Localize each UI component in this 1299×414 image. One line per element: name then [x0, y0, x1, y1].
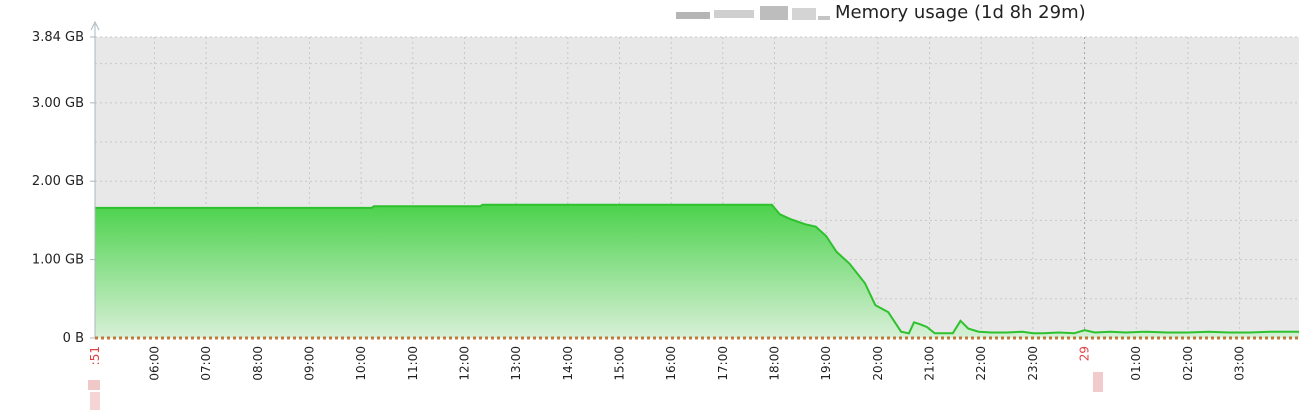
y-tick-label: 3.00 GB [32, 96, 84, 111]
chart-title-group: Memory usage (1d 8h 29m) [676, 2, 1086, 23]
redacted-marks [88, 372, 1103, 410]
x-tick-label: 09:00 [302, 346, 316, 381]
x-tick-label: 07:00 [199, 346, 213, 381]
redacted-host-block [676, 12, 710, 19]
y-tick-label: 0 B [63, 331, 84, 346]
x-tick-label: 20:00 [871, 346, 885, 381]
redacted-x-mark [1093, 372, 1103, 392]
x-tick-label: 11:00 [406, 346, 420, 381]
x-tick-label: 21:00 [923, 346, 937, 381]
redacted-x-mark [88, 380, 100, 390]
x-tick-label: 03:00 [1233, 346, 1247, 381]
x-tick-label: 10:00 [354, 346, 368, 381]
series-area-group [95, 203, 1299, 338]
series-line [95, 203, 1299, 335]
chart-title: Memory usage (1d 8h 29m) [835, 2, 1086, 23]
x-tick-label: 18:00 [768, 346, 782, 381]
redacted-host-block [818, 16, 830, 20]
x-tick-label: 17:00 [716, 346, 730, 381]
redacted-host-block [760, 6, 788, 20]
x-tick-label: 29 [1078, 346, 1092, 361]
x-tick-label: 02:00 [1181, 346, 1195, 381]
x-tick-label: 01:00 [1129, 346, 1143, 381]
x-tick-labels: :51 06:00 07:00 08:00 09:00 10:00 11:00 12:00 13… [88, 346, 1247, 381]
x-tick-label: 13:00 [509, 346, 523, 381]
x-tick-label: 12:00 [457, 346, 471, 381]
x-tick-label: 23:00 [1026, 346, 1040, 381]
x-tick-label: 22:00 [974, 346, 988, 381]
y-axis-arrow [90, 20, 100, 31]
y-tick-label: 1.00 GB [32, 253, 84, 268]
redacted-x-mark [90, 392, 100, 410]
x-tick-label: 06:00 [147, 346, 161, 381]
x-tick-label: 19:00 [819, 346, 833, 381]
x-tick-label: 15:00 [612, 346, 626, 381]
redacted-host-block [792, 8, 816, 20]
series-fill [95, 204, 1299, 338]
redacted-host-block [714, 10, 754, 18]
x-tick-label: 14:00 [561, 346, 575, 381]
x-tick-label: 16:00 [664, 346, 678, 381]
x-tick-label: :51 [88, 346, 102, 365]
x-tick-label: 08:00 [251, 346, 265, 381]
y-tick-label: 2.00 GB [32, 174, 84, 189]
y-tick-label: 3.84 GB [32, 30, 84, 45]
y-tick-labels: 0 B 1.00 GB 2.00 GB 3.00 GB 3.84 GB [32, 30, 95, 346]
